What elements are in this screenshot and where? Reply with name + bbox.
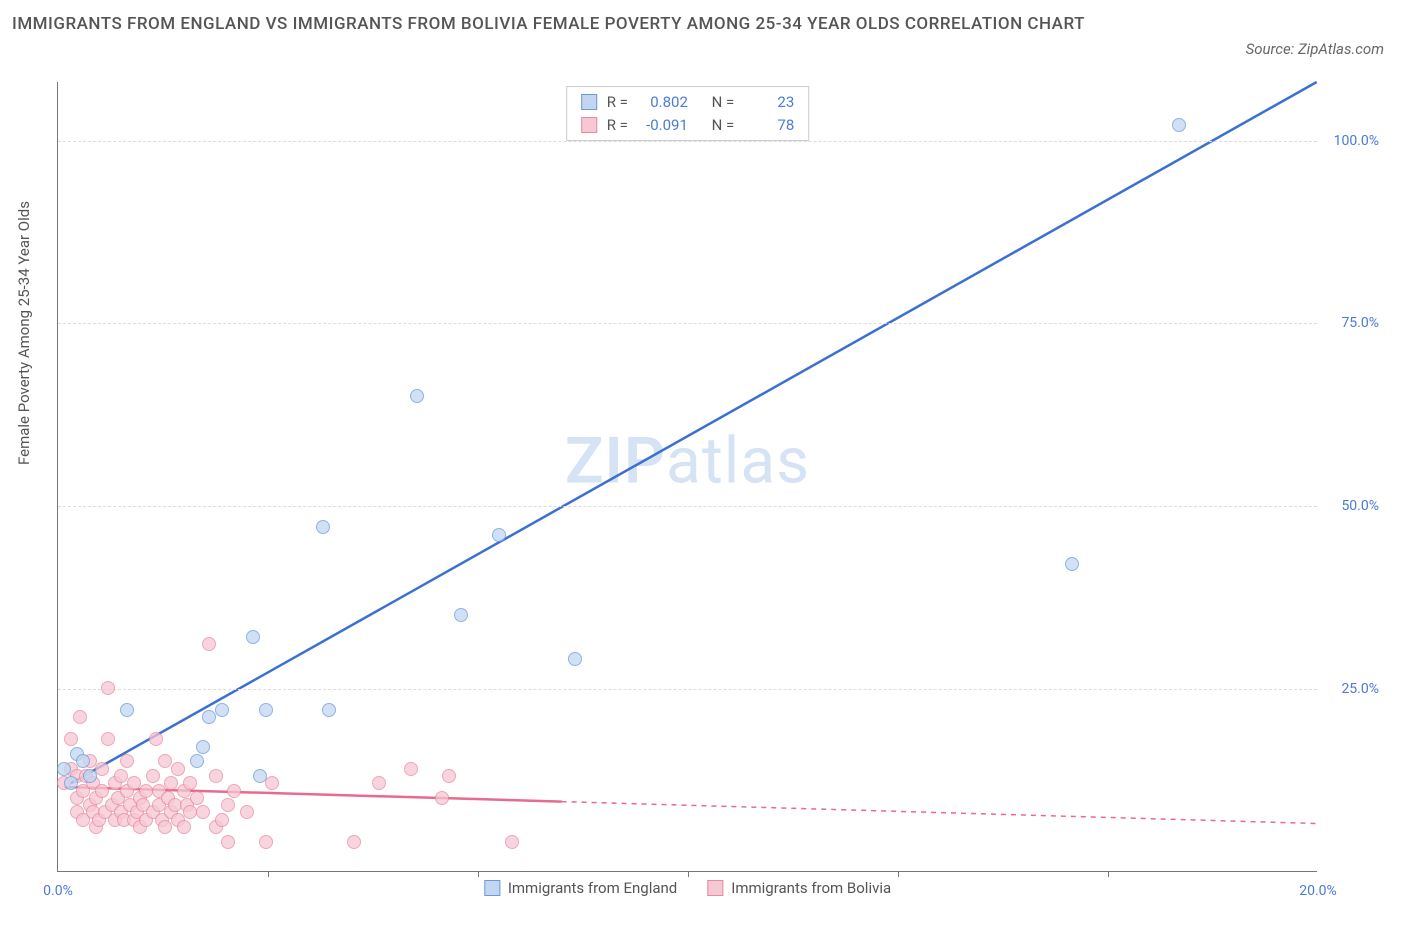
r-value-bolivia: -0.091 xyxy=(638,114,688,137)
bolivia-point xyxy=(209,769,223,783)
england-point xyxy=(215,703,229,717)
england-point xyxy=(64,776,78,790)
england-point xyxy=(76,754,90,768)
x-tick-label: 20.0% xyxy=(1299,883,1337,899)
bolivia-point xyxy=(190,791,204,805)
swatch-england xyxy=(484,880,500,896)
correlation-legend: R = 0.802 N = 23 R = -0.091 N = 78 xyxy=(566,86,810,141)
y-tick-label: 75.0% xyxy=(1341,315,1379,331)
bolivia-point xyxy=(227,784,241,798)
legend-label-bolivia: Immigrants from Bolivia xyxy=(731,879,891,897)
gridline xyxy=(58,689,1317,690)
england-point xyxy=(322,703,336,717)
bolivia-point xyxy=(120,754,134,768)
bolivia-point xyxy=(240,805,254,819)
england-point xyxy=(568,652,582,666)
swatch-bolivia xyxy=(707,880,723,896)
england-point xyxy=(202,710,216,724)
y-tick-label: 100.0% xyxy=(1334,133,1379,149)
chart-title: IMMIGRANTS FROM ENGLAND VS IMMIGRANTS FR… xyxy=(12,12,1112,38)
x-tick-mark xyxy=(898,871,899,877)
swatch-bolivia xyxy=(581,117,597,133)
watermark: ZIPatlas xyxy=(565,423,810,498)
england-point xyxy=(410,389,424,403)
source-attribution: Source: ZipAtlas.com xyxy=(1246,40,1384,58)
legend-item-england: Immigrants from England xyxy=(484,879,677,897)
bolivia-point xyxy=(221,798,235,812)
n-label: N = xyxy=(712,114,735,137)
england-point xyxy=(120,703,134,717)
england-point xyxy=(57,762,71,776)
bolivia-point xyxy=(95,784,109,798)
plot-area: ZIPatlas R = 0.802 N = 23 R = -0.091 N =… xyxy=(57,82,1317,872)
england-point xyxy=(246,630,260,644)
england-point xyxy=(190,754,204,768)
england-point xyxy=(253,769,267,783)
r-value-england: 0.802 xyxy=(638,91,688,114)
x-tick-mark xyxy=(268,871,269,877)
x-tick-mark xyxy=(688,871,689,877)
bolivia-point xyxy=(202,637,216,651)
x-tick-mark xyxy=(1108,871,1109,877)
bolivia-point xyxy=(177,820,191,834)
bolivia-point xyxy=(435,791,449,805)
bolivia-point xyxy=(442,769,456,783)
bolivia-point xyxy=(215,813,229,827)
watermark-zip: ZIP xyxy=(565,423,666,498)
bolivia-point xyxy=(265,776,279,790)
bolivia-point xyxy=(221,835,235,849)
bolivia-point xyxy=(183,776,197,790)
bolivia-point xyxy=(505,835,519,849)
bolivia-point xyxy=(372,776,386,790)
bolivia-point xyxy=(101,732,115,746)
y-tick-label: 50.0% xyxy=(1341,498,1379,514)
england-point xyxy=(196,740,210,754)
england-point xyxy=(259,703,273,717)
chart-container: IMMIGRANTS FROM ENGLAND VS IMMIGRANTS FR… xyxy=(12,12,1394,918)
bolivia-point xyxy=(404,762,418,776)
legend-row-bolivia: R = -0.091 N = 78 xyxy=(581,114,795,137)
trend-line xyxy=(71,82,1317,783)
bolivia-point xyxy=(171,762,185,776)
legend-label-england: Immigrants from England xyxy=(508,879,677,897)
bolivia-point xyxy=(196,805,210,819)
england-point xyxy=(1065,557,1079,571)
series-legend: Immigrants from England Immigrants from … xyxy=(484,879,891,897)
bolivia-point xyxy=(73,710,87,724)
x-tick-mark xyxy=(478,871,479,877)
england-point xyxy=(83,769,97,783)
swatch-england xyxy=(581,94,597,110)
r-label: R = xyxy=(607,114,628,137)
legend-item-bolivia: Immigrants from Bolivia xyxy=(707,879,891,897)
r-label: R = xyxy=(607,91,628,114)
watermark-atlas: atlas xyxy=(666,423,810,498)
england-point xyxy=(316,520,330,534)
england-point xyxy=(492,528,506,542)
bolivia-point xyxy=(95,762,109,776)
bolivia-point xyxy=(64,732,78,746)
bolivia-point xyxy=(101,681,115,695)
trend-lines-layer xyxy=(58,82,1317,871)
x-tick-label: 0.0% xyxy=(43,883,73,899)
y-axis-label: Female Poverty Among 25-34 Year Olds xyxy=(15,201,33,465)
legend-row-england: R = 0.802 N = 23 xyxy=(581,91,795,114)
bolivia-point xyxy=(347,835,361,849)
y-tick-label: 25.0% xyxy=(1341,681,1379,697)
bolivia-point xyxy=(146,769,160,783)
england-point xyxy=(1172,118,1186,132)
n-label: N = xyxy=(712,91,735,114)
n-value-england: 23 xyxy=(744,91,794,114)
gridline xyxy=(58,323,1317,324)
bolivia-point xyxy=(149,732,163,746)
bolivia-point xyxy=(259,835,273,849)
bolivia-point xyxy=(158,820,172,834)
gridline xyxy=(58,506,1317,507)
n-value-bolivia: 78 xyxy=(744,114,794,137)
england-point xyxy=(454,608,468,622)
trend-line xyxy=(562,802,1317,824)
